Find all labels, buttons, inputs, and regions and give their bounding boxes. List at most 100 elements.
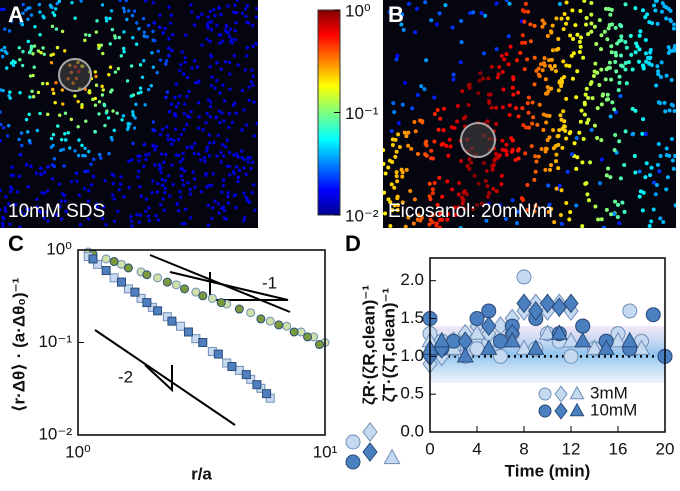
particle <box>162 160 166 164</box>
particle <box>570 8 575 13</box>
particle <box>143 209 148 213</box>
particle <box>147 206 151 210</box>
particle <box>672 109 676 114</box>
particle <box>170 163 174 167</box>
particle <box>552 64 557 69</box>
particle <box>158 58 163 62</box>
particle <box>167 54 171 58</box>
particle <box>564 96 569 101</box>
particle <box>658 153 663 158</box>
particle <box>400 174 405 179</box>
particle <box>116 209 120 214</box>
particle <box>646 61 651 66</box>
particle <box>647 224 652 228</box>
particle <box>188 187 192 192</box>
particle <box>641 117 646 122</box>
particle <box>192 151 197 156</box>
marker <box>345 434 361 450</box>
marker <box>191 287 201 297</box>
particle <box>540 68 545 73</box>
particle <box>8 189 13 194</box>
particle <box>481 161 486 166</box>
particle <box>245 46 250 50</box>
particle <box>554 16 559 21</box>
particle <box>485 119 490 124</box>
particle <box>153 148 157 152</box>
particle <box>544 120 549 125</box>
particle <box>151 29 155 34</box>
particle <box>142 142 147 147</box>
particle <box>544 146 549 151</box>
particle <box>504 142 509 147</box>
particle <box>599 102 604 107</box>
particle <box>213 199 217 203</box>
particle <box>167 109 172 114</box>
colorbar-label: 10⁻² <box>345 206 379 225</box>
particle <box>583 92 588 97</box>
marker <box>433 331 451 348</box>
particle <box>383 161 386 166</box>
particle <box>53 7 58 11</box>
particle <box>26 39 31 44</box>
particle <box>245 197 249 202</box>
particle <box>102 103 107 108</box>
particle <box>615 215 620 220</box>
particle <box>113 70 118 74</box>
particle <box>82 186 87 191</box>
particle <box>520 40 525 45</box>
particle <box>550 23 555 28</box>
particle <box>546 209 551 214</box>
particle <box>136 91 141 95</box>
marker <box>516 293 532 314</box>
particle <box>630 106 635 111</box>
particle <box>158 132 163 137</box>
particle <box>617 74 622 79</box>
particle <box>400 12 405 17</box>
particle <box>50 177 55 181</box>
particle <box>158 25 162 30</box>
particle <box>406 130 411 135</box>
particle <box>52 157 57 161</box>
particle <box>568 210 573 215</box>
y-tick-label: 10⁰ <box>46 239 72 258</box>
particle <box>188 192 193 196</box>
particle <box>68 146 72 150</box>
particle <box>599 138 604 143</box>
particle <box>154 144 159 149</box>
particle <box>215 61 219 65</box>
particle <box>672 22 676 27</box>
particle <box>416 213 421 218</box>
particle <box>24 163 29 167</box>
particle <box>107 151 111 156</box>
particle <box>577 39 582 44</box>
particle <box>111 109 115 113</box>
particle <box>222 119 226 123</box>
particle <box>100 93 105 97</box>
particle <box>530 100 535 105</box>
particle <box>214 115 218 120</box>
particle <box>139 194 144 198</box>
particle <box>664 187 669 192</box>
particle <box>3 206 7 210</box>
particle <box>617 139 622 144</box>
particle <box>432 139 437 144</box>
particle <box>69 179 74 184</box>
particle <box>147 152 151 156</box>
particle <box>649 165 654 170</box>
particle <box>251 83 255 87</box>
particle <box>613 133 618 138</box>
particle <box>623 2 628 7</box>
particle <box>549 57 554 62</box>
particle <box>599 217 604 222</box>
particle <box>588 82 593 87</box>
particle <box>383 190 386 195</box>
particle <box>59 148 63 153</box>
particle <box>468 10 473 15</box>
particle <box>523 40 528 45</box>
particle <box>161 197 165 201</box>
particle <box>604 6 609 11</box>
particle <box>429 18 434 23</box>
particle <box>441 128 446 133</box>
marker <box>101 266 111 276</box>
particle <box>412 119 417 124</box>
